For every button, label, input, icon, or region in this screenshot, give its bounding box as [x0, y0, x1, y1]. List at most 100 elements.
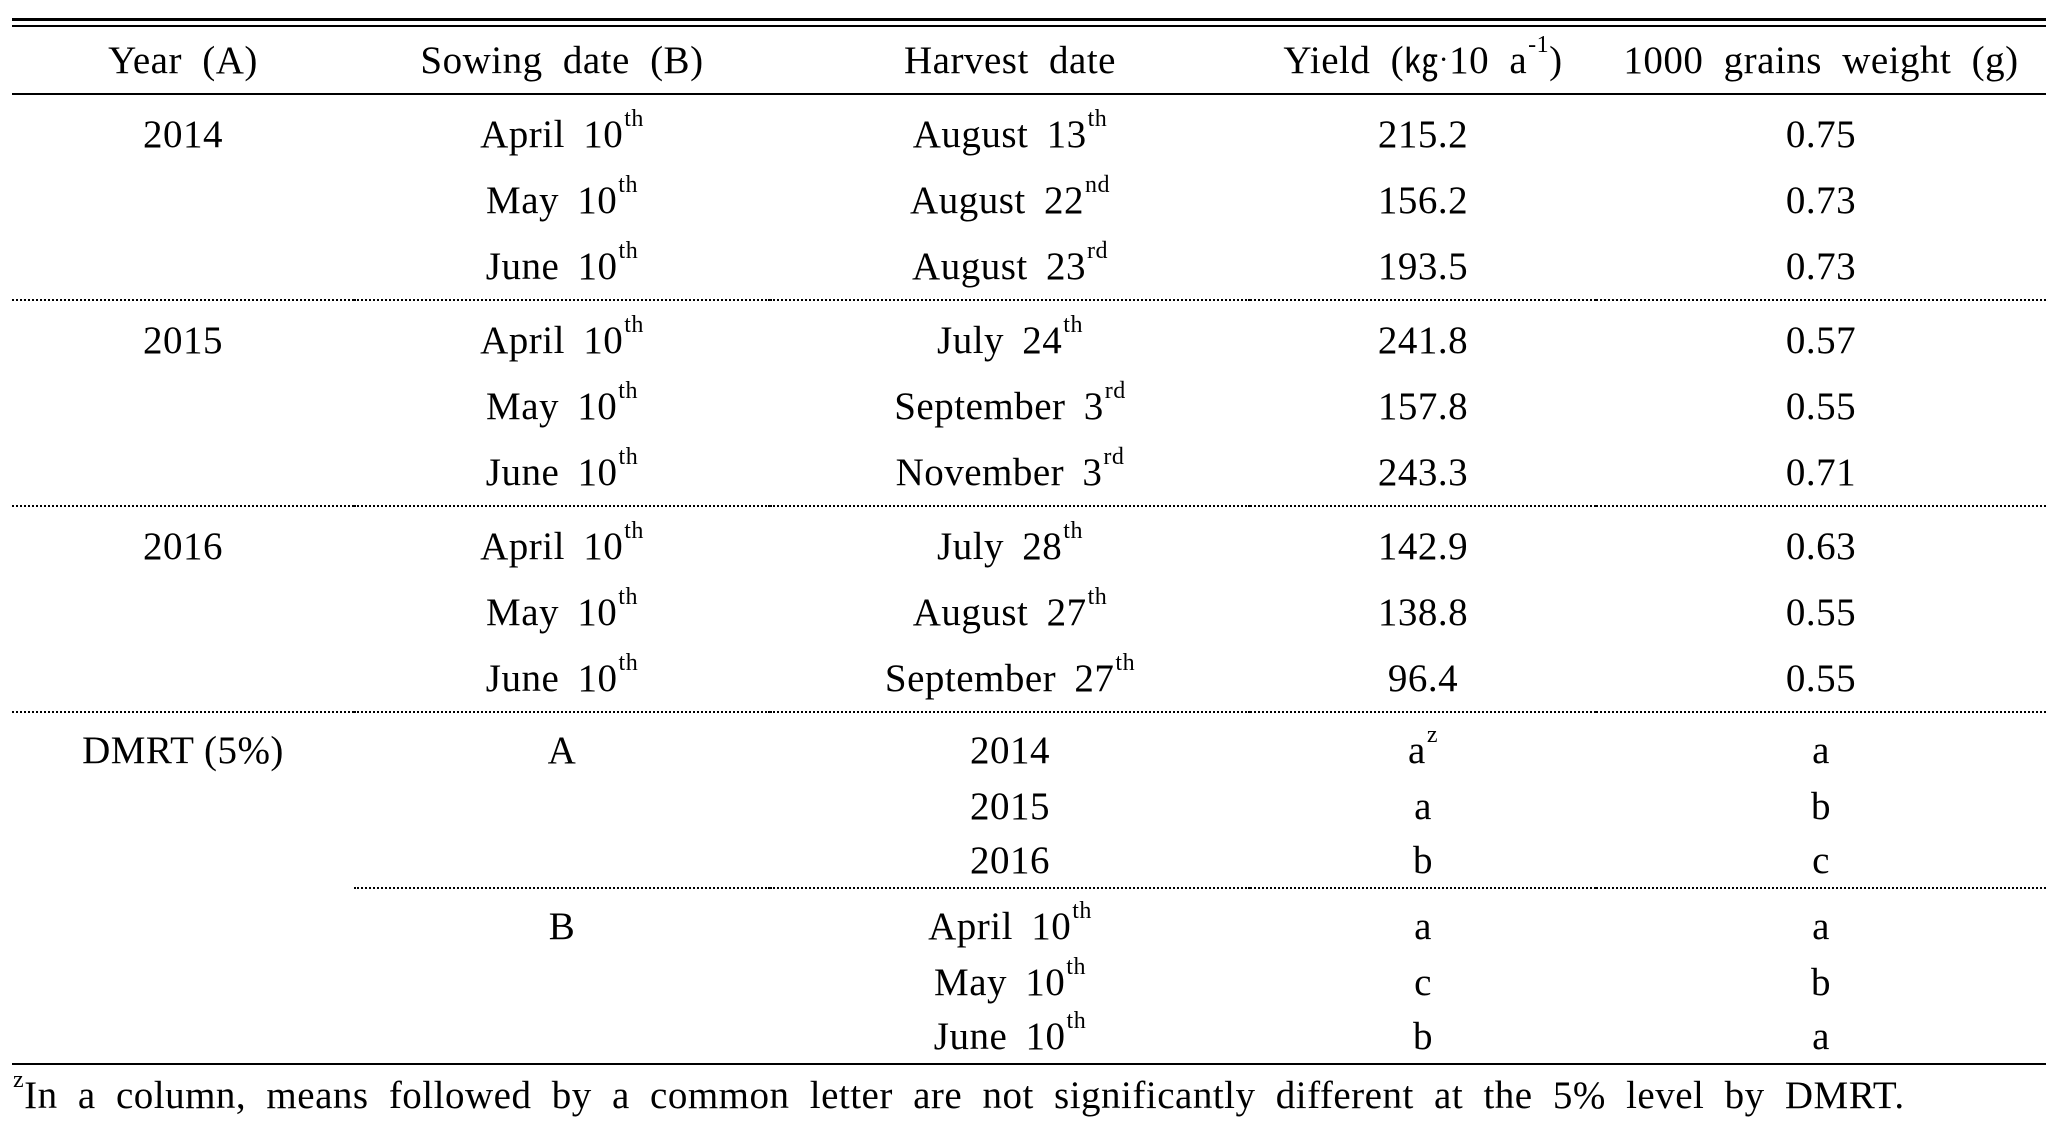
dmrt-factor-empty: [354, 955, 770, 1009]
sowing-date-text: May 10: [486, 590, 618, 634]
harvest-date-ordinal: nd: [1084, 171, 1110, 198]
yield-cell: 215.2: [1377, 112, 1469, 156]
header-yield-unit-kg: ㎏: [1404, 41, 1439, 82]
table-header-row: Year (A) Sowing date (B) Harvest date Yi…: [12, 27, 2046, 94]
dmrt-label-empty: [12, 955, 354, 1009]
sowing-date-text: June 10: [485, 244, 618, 288]
footnote-marker: z: [13, 1066, 25, 1093]
sowing-date-ordinal: th: [618, 171, 638, 198]
harvest-date-ordinal: th: [1063, 517, 1083, 544]
dmrt-label-empty: [12, 888, 354, 955]
dmrt-factor-empty: [354, 833, 770, 888]
harvest-date-text: August 23: [912, 244, 1086, 288]
dmrt-factor-empty: [354, 1009, 770, 1064]
dmrt-yield-letter-text: a: [1408, 728, 1426, 772]
dmrt-yield-letter: a: [1250, 887, 1596, 955]
footnote-marker-superscript: z: [1426, 721, 1438, 748]
dmrt-row: DMRT (5%) A 2014 az a: [12, 711, 2046, 779]
header-sowing-date: Sowing date (B): [420, 38, 704, 82]
dmrt-row: 2015 a b: [12, 779, 2046, 833]
dmrt-weight-letter: a: [1812, 1014, 1830, 1058]
dmrt-weight-letter: b: [1811, 960, 1831, 1004]
header-grain-weight: 1000 grains weight (g): [1623, 38, 2019, 82]
harvest-date-text: August 22: [910, 178, 1084, 222]
table-top-rule-inner: [12, 25, 2046, 27]
sowing-date-text: June 10: [485, 450, 618, 494]
sowing-date-cell: May 10th: [354, 579, 770, 645]
table-row: May 10th August 22nd 156.2 0.73: [12, 167, 2046, 233]
year-cell: 2015: [12, 299, 354, 373]
yield-cell: 96.4: [1387, 656, 1459, 700]
dmrt-yield-letter: a: [1414, 784, 1432, 828]
grain-weight-cell: 0.55: [1785, 590, 1857, 634]
table-row: June 10th August 23rd 193.5 0.73: [12, 233, 2046, 300]
sowing-date-ordinal: th: [618, 237, 639, 264]
harvest-date-text: November 3: [895, 450, 1103, 494]
dmrt-row: June 10th b a: [12, 1009, 2046, 1064]
dmrt-row: May 10th c b: [12, 955, 2046, 1009]
dmrt-yield-letter: b: [1413, 1014, 1433, 1058]
grain-weight-cell: 0.55: [1785, 656, 1857, 700]
harvest-date-ordinal: rd: [1104, 377, 1126, 404]
dmrt-weight-letter: b: [1811, 784, 1831, 828]
sowing-date-ordinal: th: [624, 311, 644, 338]
harvest-date-ordinal: rd: [1086, 237, 1108, 264]
footnote-text: In a column, means followed by a common …: [24, 1073, 1905, 1117]
harvest-date-text: August 27: [912, 590, 1087, 634]
harvest-date-ordinal: th: [1115, 649, 1136, 676]
year-cell-empty: [12, 439, 354, 506]
header-yield-prefix: Yield (: [1283, 38, 1405, 82]
dmrt-yield-letter: c: [1414, 960, 1432, 1004]
grain-weight-cell: 0.63: [1596, 505, 2046, 579]
yield-cell: 142.9: [1250, 505, 1596, 579]
sowing-date-cell: June 10th: [354, 645, 770, 712]
harvest-date-ordinal: th: [1063, 311, 1083, 338]
harvest-date-cell: September 3rd: [770, 373, 1250, 439]
header-yield-unit-rest: 10 a: [1449, 38, 1528, 82]
sowing-date-text: April 10: [480, 318, 624, 362]
year-cell: 2014: [143, 112, 223, 156]
yield-cell: 138.8: [1377, 590, 1469, 634]
sowing-date-cell: April 10th: [354, 299, 770, 373]
sowing-date-cell: May 10th: [354, 167, 770, 233]
dmrt-level-cell: 2014: [770, 711, 1250, 779]
sowing-date-cell: June 10th: [354, 233, 770, 300]
harvest-date-cell: September 27th: [770, 645, 1250, 712]
sowing-date-text: April 10: [480, 524, 624, 568]
sowing-date-text: May 10: [486, 384, 618, 428]
yield-cell: 241.8: [1250, 299, 1596, 373]
sowing-date-ordinal: th: [624, 105, 644, 132]
sowing-date-cell: May 10th: [354, 373, 770, 439]
header-yield-suffix: ): [1549, 38, 1563, 82]
dmrt-row: 2016 b c: [12, 833, 2046, 888]
year-group-2015: 2015 April 10th July 24th 241.8 0.57 May…: [12, 299, 2046, 506]
header-yield: Yield (㎏·10 a-1): [1250, 27, 1596, 94]
year-group-2016: 2016 April 10th July 28th 142.9 0.63 May…: [12, 505, 2046, 712]
sowing-date-cell: April 10th: [354, 94, 770, 167]
yield-cell: 157.8: [1377, 384, 1469, 428]
year-cell-empty: [12, 373, 354, 439]
dmrt-factor-b-label: B: [354, 887, 770, 955]
yield-cell: 193.5: [1377, 244, 1469, 288]
dmrt-level-text: June 10: [933, 1014, 1066, 1058]
harvest-date-cell: July 24th: [770, 299, 1250, 373]
dmrt-factor-a-label: A: [354, 711, 770, 779]
sowing-date-text: April 10: [480, 112, 624, 156]
harvest-date-ordinal: th: [1087, 583, 1108, 610]
dmrt-label: DMRT (5%): [12, 711, 354, 779]
year-cell-empty: [12, 579, 354, 645]
sowing-date-text: June 10: [485, 656, 618, 700]
harvest-date-cell: August 13th: [770, 94, 1250, 167]
yield-cell: 243.3: [1377, 450, 1469, 494]
table-row: May 10th August 27th 138.8 0.55: [12, 579, 2046, 645]
dmrt-level-cell: 2016: [970, 838, 1050, 882]
dmrt-weight-letter: c: [1812, 838, 1830, 882]
harvest-date-cell: August 27th: [770, 579, 1250, 645]
dmrt-level-ordinal: th: [1066, 953, 1086, 980]
dmrt-level-text: April 10: [928, 904, 1072, 948]
year-cell-empty: [12, 645, 354, 712]
header-yield-superscript: -1: [1528, 31, 1550, 58]
header-year: Year (A): [108, 38, 258, 82]
dmrt-level-cell: 2015: [970, 784, 1050, 828]
dmrt-label-empty: [12, 1009, 354, 1064]
